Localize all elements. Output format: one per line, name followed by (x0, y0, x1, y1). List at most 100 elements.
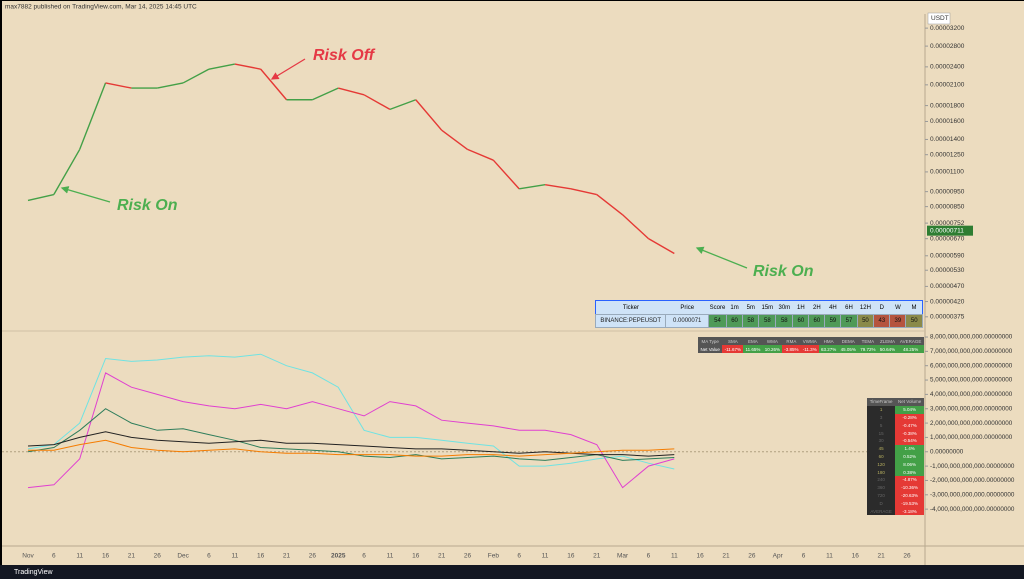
price-segment (105, 82, 132, 89)
table-row: 30 -0.54% (867, 436, 924, 445)
x-tick-label: 11 (671, 553, 678, 560)
x-tick-label: 26 (154, 553, 162, 560)
header-cell: 1m (730, 304, 739, 311)
x-tick-label: 26 (903, 553, 911, 560)
x-tick-label: 6 (52, 553, 56, 560)
y-tick-label: 0.00000000 (930, 448, 964, 455)
table-cell: -0.28% (895, 413, 924, 422)
y-tick-label: -4,000,000,000,000.00000000 (930, 506, 1015, 513)
header-cell: AVERAGE (897, 337, 924, 345)
table-cell: -3.85% (782, 345, 801, 353)
y-tick-label: 0.00002400 (930, 64, 965, 71)
last-price-label: 0.00000711 (930, 227, 964, 234)
header-cell: EMA (743, 337, 763, 345)
y-tick-label: 0.00000670 (930, 235, 965, 242)
x-tick-label: 21 (283, 553, 291, 560)
table-cell: -4.87% (895, 475, 924, 484)
table-cell: 48.25% (897, 345, 924, 353)
header-cell: W (895, 304, 901, 311)
y-tick-label: 2,000,000,000,000.00000000 (930, 420, 1013, 427)
header-cell: Score (709, 304, 726, 311)
y-tick-label: 0.00002800 (930, 43, 965, 50)
price-segment (519, 184, 546, 190)
header-cell: SMA (722, 337, 744, 345)
header-cell: Net Volume (895, 398, 924, 406)
y-tick-label: -1,000,000,000,000.00000000 (930, 463, 1015, 470)
table-row: 15 -0.38% (867, 429, 924, 437)
table-row: 60 0.52% (867, 452, 924, 461)
frame (0, 0, 1024, 1)
x-tick-label: 6 (362, 553, 366, 560)
table-row: 360 -10.36% (867, 483, 924, 492)
header-cell: Ticker (622, 304, 640, 311)
header-cell: VWMA (800, 337, 819, 345)
price-segment (53, 149, 81, 195)
annotation: Risk On (753, 263, 814, 280)
y-tick-label: 6,000,000,000,000.00000000 (930, 362, 1013, 369)
price-segment (492, 159, 520, 190)
header-cell: DEMA (838, 337, 859, 345)
price-segment (622, 214, 649, 240)
table-cell: 60 (725, 314, 744, 328)
table-cell: -10.36% (895, 483, 924, 492)
y-tick-label: 8,000,000,000,000.00000000 (930, 334, 1013, 341)
header-cell: TimeFrame (867, 398, 896, 406)
table-cell: 60 (808, 314, 826, 328)
table-cell: 30 (878, 438, 884, 444)
x-tick-label: 16 (412, 553, 420, 560)
y-tick-label: 0.00000850 (930, 203, 965, 210)
y-tick-label: 1,000,000,000,000.00000000 (930, 434, 1013, 441)
table-row: 3 -0.28% (867, 413, 924, 422)
header-cell: 6H (845, 304, 853, 311)
y-tick-label: 3,000,000,000,000.00000000 (930, 405, 1013, 412)
table-cell: -11.3% (800, 345, 819, 353)
table-cell: 720 (877, 492, 885, 498)
header-cell: WMA (762, 337, 783, 345)
table-cell: 240 (877, 477, 885, 483)
currency-box (927, 12, 951, 25)
price-segment (415, 99, 443, 131)
table-cell: D (879, 500, 883, 506)
table-cell: 50.64% (877, 345, 898, 353)
table-cell: 0.0000071 (665, 314, 710, 328)
x-tick-label: Apr (773, 553, 784, 560)
x-tick-label: 16 (852, 553, 860, 560)
table-row: 720 -20.63% (867, 491, 924, 500)
arrow (270, 58, 306, 80)
price-segment (27, 193, 55, 202)
y-tick-label: 0.00000420 (930, 298, 965, 305)
last-price-badge (927, 225, 973, 236)
price-segment (157, 82, 184, 89)
x-tick-label: 21 (128, 553, 136, 560)
y-tick-label: 0.00002100 (930, 82, 965, 89)
annotation: Risk On (117, 197, 178, 214)
table-cell: 0.52% (895, 452, 924, 461)
arrow (60, 186, 111, 203)
table-cell: 3 (879, 414, 883, 420)
table-row: BINANCE:PEPEUSDT 0.0000071 54 60 58 58 58 60 60 5… (594, 314, 923, 328)
table-cell: 360 (877, 485, 885, 491)
table-cell: 60 (878, 453, 884, 459)
x-tick-label: 6 (517, 553, 521, 560)
table-cell: 0.38% (895, 468, 924, 476)
y-tick-label: 0.00000950 (930, 188, 965, 195)
x-tick-label: 11 (231, 553, 238, 560)
table-cell: 50 (905, 314, 923, 328)
y-tick-label: 0.00000470 (930, 283, 965, 290)
table-cell: 58 (758, 314, 777, 328)
header-cell: 15m (761, 304, 774, 311)
table-cell: 1 (879, 407, 883, 413)
table-cell: 60 (792, 314, 810, 328)
header-cell: HMA (818, 337, 839, 345)
table-row: MA Type SMA EMA WMA RMA VWMA HMA DEMA TEMA ZLEMA A… (698, 337, 924, 345)
table-cell: 5 (879, 422, 883, 428)
table-cell: 180 (877, 469, 885, 475)
table-cell: 57 (840, 314, 858, 328)
table-row: Net Value -11.67% 11.65% 10.26% -3.85% -11.3%… (698, 345, 924, 353)
x-tick-label: 21 (593, 553, 601, 560)
table-row: D -19.53% (867, 499, 924, 508)
header-cell: D (879, 304, 885, 311)
header-cell: 1H (797, 304, 805, 311)
